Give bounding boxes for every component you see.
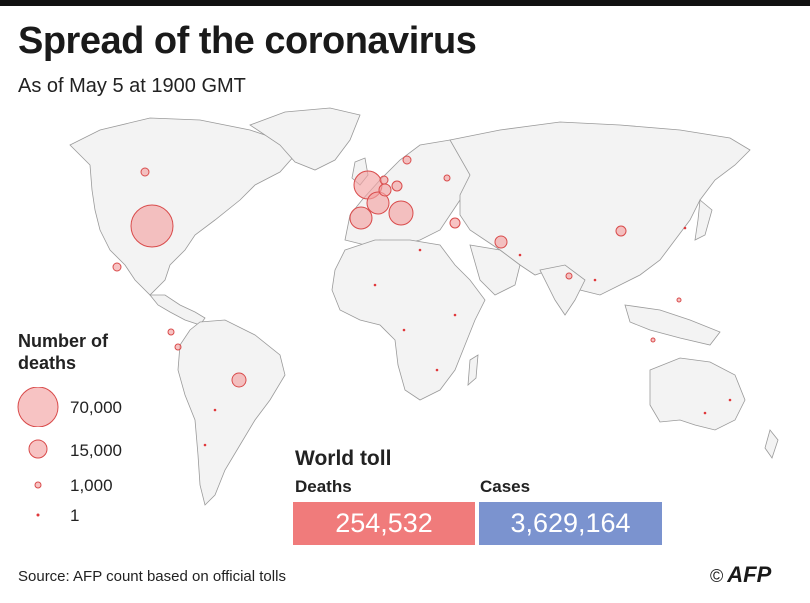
source-note: Source: AFP count based on official toll… bbox=[18, 568, 286, 585]
bubble-turkey bbox=[449, 217, 461, 229]
bubble-sweden bbox=[402, 155, 412, 165]
legend-item-15000: 15,000 bbox=[0, 437, 200, 467]
dot-point bbox=[435, 368, 439, 372]
cases-value-box: 3,629,164 bbox=[479, 502, 662, 545]
new-zealand-landmass bbox=[764, 429, 779, 459]
legend-item-1000: 1,000 bbox=[0, 473, 200, 503]
bubble-peru bbox=[174, 343, 182, 351]
legend-symbol-small bbox=[34, 481, 42, 489]
legend-title: Number of deaths bbox=[18, 331, 108, 373]
bubble-india bbox=[565, 272, 573, 280]
legend-item-70000: 70,000 bbox=[0, 387, 200, 427]
bubble-ecuador bbox=[167, 328, 175, 336]
south-america-landmass bbox=[177, 319, 286, 506]
asia-landmass bbox=[449, 121, 751, 296]
bubble-france bbox=[366, 191, 390, 215]
bubble-iran bbox=[494, 235, 508, 249]
bubble-russia bbox=[443, 174, 451, 182]
map-title: Spread of the coronavirus bbox=[18, 20, 477, 62]
india-landmass bbox=[539, 264, 586, 316]
legend-label-15000: 15,000 bbox=[70, 441, 122, 460]
legend-symbol-large bbox=[17, 387, 59, 427]
bubble-spain bbox=[349, 206, 373, 230]
bubble-brazil bbox=[231, 372, 247, 388]
afp-logo: © AFP bbox=[710, 562, 771, 588]
map-subtitle: As of May 5 at 1900 GMT bbox=[18, 75, 246, 97]
dot-point bbox=[402, 328, 406, 332]
dot-point bbox=[203, 443, 207, 447]
bubble-belgium bbox=[378, 183, 392, 197]
cases-value: 3,629,164 bbox=[510, 508, 631, 538]
north-america-landmass bbox=[69, 117, 296, 296]
deaths-label: Deaths bbox=[295, 477, 352, 496]
bubble-philippines bbox=[676, 297, 682, 303]
dot-point bbox=[418, 248, 422, 252]
bubble-usa bbox=[130, 204, 174, 248]
top-rule bbox=[0, 0, 810, 6]
dot-point bbox=[593, 278, 597, 282]
legend-symbol-dot bbox=[36, 513, 40, 517]
deaths-value: 254,532 bbox=[335, 508, 433, 538]
afp-brand: AFP bbox=[727, 562, 772, 587]
dot-point bbox=[518, 253, 522, 257]
central-america-landmass bbox=[149, 294, 206, 326]
legend-label-70000: 70,000 bbox=[70, 398, 122, 417]
dot-point bbox=[373, 283, 377, 287]
deaths-value-box: 254,532 bbox=[293, 502, 475, 545]
australia-landmass bbox=[649, 357, 746, 431]
bubble-germany bbox=[391, 180, 403, 192]
africa-landmass bbox=[331, 239, 486, 401]
world-toll-title: World toll bbox=[295, 447, 392, 470]
legend-item-1: 1 bbox=[0, 503, 200, 533]
japan-landmass bbox=[694, 199, 713, 241]
dot-point bbox=[213, 408, 217, 412]
copyright-symbol: © bbox=[710, 566, 724, 586]
arabia-landmass bbox=[469, 244, 521, 296]
legend-label-1000: 1,000 bbox=[70, 476, 113, 495]
bubble-netherlands bbox=[379, 175, 389, 185]
dot-point bbox=[728, 398, 732, 402]
dot-point bbox=[683, 226, 687, 230]
bubble-indonesia bbox=[650, 337, 656, 343]
madagascar-landmass bbox=[467, 354, 479, 386]
bubble-canada bbox=[140, 167, 150, 177]
southeast-asia-islands bbox=[624, 304, 721, 346]
land-masses bbox=[69, 107, 779, 506]
world-map bbox=[69, 107, 779, 506]
death-bubbles bbox=[112, 155, 732, 447]
bubble-mexico bbox=[112, 262, 122, 272]
dot-point bbox=[703, 411, 707, 415]
legend-label-1: 1 bbox=[70, 506, 80, 525]
bubble-china bbox=[615, 225, 627, 237]
dot-point bbox=[453, 313, 457, 317]
greenland-landmass bbox=[249, 107, 361, 171]
bubble-italy bbox=[388, 200, 414, 226]
legend-symbol-medium bbox=[28, 439, 48, 459]
cases-label: Cases bbox=[480, 477, 531, 496]
